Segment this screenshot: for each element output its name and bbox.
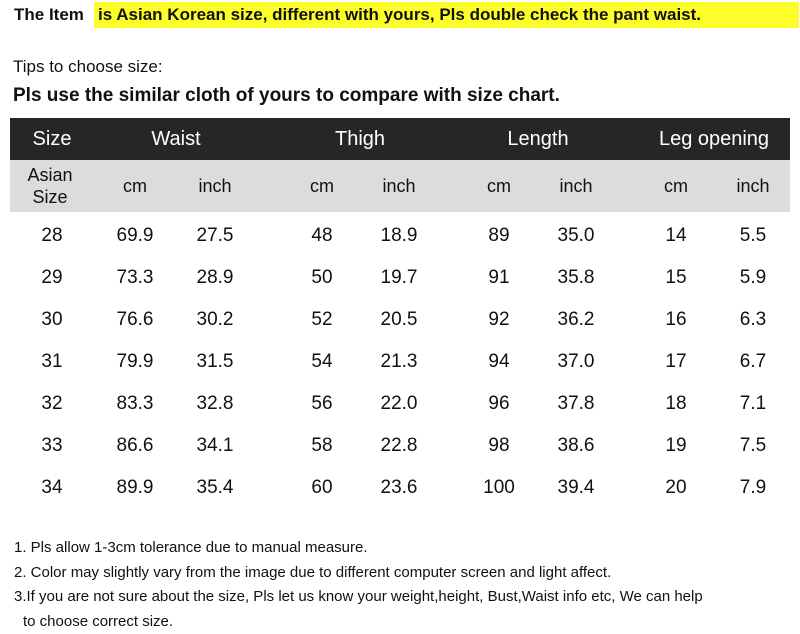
notice-highlight: is Asian Korean size, different with you…: [94, 2, 799, 28]
cell-thigh-cm: 58: [311, 425, 332, 467]
cell-thigh-inch: 18.9: [381, 215, 418, 257]
cell-thigh-inch: 20.5: [381, 299, 418, 341]
cell-waist-inch: 35.4: [197, 467, 234, 509]
cell-waist-cm: 83.3: [117, 383, 154, 425]
cell-waist-inch: 27.5: [197, 215, 234, 257]
note-2: 2. Color may slightly vary from the imag…: [14, 561, 703, 586]
table-row: 29 73.3 28.9 50 19.7 91 35.8 15 5.9: [10, 257, 790, 299]
cell-length-inch: 37.8: [558, 383, 595, 425]
cell-waist-inch: 28.9: [197, 257, 234, 299]
cell-leg-opening-cm: 19: [665, 425, 686, 467]
header-leg-opening: Leg opening: [659, 118, 769, 160]
cell-size: 32: [41, 383, 62, 425]
cell-length-cm: 94: [488, 341, 509, 383]
cell-length-cm: 98: [488, 425, 509, 467]
cell-length-inch: 38.6: [558, 425, 595, 467]
note-3: 3.If you are not sure about the size, Pl…: [14, 585, 703, 610]
cell-waist-cm: 69.9: [117, 215, 154, 257]
table-row: 32 83.3 32.8 56 22.0 96 37.8 18 7.1: [10, 383, 790, 425]
cell-waist-inch: 30.2: [197, 299, 234, 341]
cell-leg-opening-inch: 6.3: [740, 299, 766, 341]
cell-size: 29: [41, 257, 62, 299]
cell-leg-opening-cm: 20: [665, 467, 686, 509]
cell-leg-opening-inch: 7.1: [740, 383, 766, 425]
cell-waist-cm: 79.9: [117, 341, 154, 383]
cell-thigh-cm: 52: [311, 299, 332, 341]
notes: 1. Pls allow 1-3cm tolerance due to manu…: [14, 536, 703, 634]
cell-leg-opening-inch: 5.5: [740, 215, 766, 257]
cell-thigh-inch: 19.7: [381, 257, 418, 299]
unit-label: inch: [382, 160, 415, 212]
cell-length-cm: 100: [483, 467, 515, 509]
cell-length-inch: 36.2: [558, 299, 595, 341]
cell-length-inch: 37.0: [558, 341, 595, 383]
cell-leg-opening-cm: 18: [665, 383, 686, 425]
note-3-continued: to choose correct size.: [14, 610, 703, 634]
cell-size: 28: [41, 215, 62, 257]
cell-length-inch: 35.0: [558, 215, 595, 257]
cell-thigh-inch: 22.0: [381, 383, 418, 425]
table-body: 28 69.9 27.5 48 18.9 89 35.0 14 5.5 29 73.3 28.9 50 1…: [10, 215, 790, 509]
cell-size: 33: [41, 425, 62, 467]
cell-size: 31: [41, 341, 62, 383]
cell-thigh-inch: 22.8: [381, 425, 418, 467]
notice-lead: The Item: [14, 5, 84, 25]
cell-leg-opening-inch: 7.5: [740, 425, 766, 467]
header-thigh: Thigh: [335, 118, 385, 160]
unit-label: cm: [310, 160, 334, 212]
unit-label: cm: [123, 160, 147, 212]
cell-thigh-cm: 56: [311, 383, 332, 425]
cell-waist-cm: 89.9: [117, 467, 154, 509]
unit-label: inch: [736, 160, 769, 212]
cell-waist-cm: 73.3: [117, 257, 154, 299]
cell-size: 34: [41, 467, 62, 509]
unit-label: cm: [664, 160, 688, 212]
unit-label: inch: [559, 160, 592, 212]
unit-label: cm: [487, 160, 511, 212]
cell-length-cm: 96: [488, 383, 509, 425]
note-1: 1. Pls allow 1-3cm tolerance due to manu…: [14, 536, 703, 561]
cell-size: 30: [41, 299, 62, 341]
cell-waist-inch: 34.1: [197, 425, 234, 467]
cell-thigh-cm: 48: [311, 215, 332, 257]
size-label-line1: Asian: [27, 165, 72, 185]
cell-leg-opening-cm: 16: [665, 299, 686, 341]
header-length: Length: [507, 118, 568, 160]
cell-thigh-cm: 50: [311, 257, 332, 299]
cell-waist-inch: 32.8: [197, 383, 234, 425]
cell-thigh-inch: 21.3: [381, 341, 418, 383]
table-row: 31 79.9 31.5 54 21.3 94 37.0 17 6.7: [10, 341, 790, 383]
header-waist: Waist: [151, 118, 200, 160]
cell-thigh-cm: 54: [311, 341, 332, 383]
cell-length-inch: 35.8: [558, 257, 595, 299]
cell-leg-opening-cm: 17: [665, 341, 686, 383]
cell-length-cm: 91: [488, 257, 509, 299]
table-row: 33 86.6 34.1 58 22.8 98 38.6 19 7.5: [10, 425, 790, 467]
table-row: 34 89.9 35.4 60 23.6 100 39.4 20 7.9: [10, 467, 790, 509]
header-size: Size: [33, 118, 72, 160]
size-label-line2: Size: [32, 187, 67, 207]
cell-length-cm: 92: [488, 299, 509, 341]
cell-waist-cm: 86.6: [117, 425, 154, 467]
cell-leg-opening-inch: 5.9: [740, 257, 766, 299]
tips-text: Pls use the similar cloth of yours to co…: [13, 85, 560, 107]
cell-leg-opening-cm: 15: [665, 257, 686, 299]
cell-leg-opening-inch: 6.7: [740, 341, 766, 383]
tips-label: Tips to choose size:: [13, 57, 163, 77]
table-header: Size Waist Thigh Length Leg opening: [10, 118, 790, 160]
cell-waist-cm: 76.6: [117, 299, 154, 341]
cell-length-inch: 39.4: [558, 467, 595, 509]
table-row: 30 76.6 30.2 52 20.5 92 36.2 16 6.3: [10, 299, 790, 341]
unit-label: inch: [198, 160, 231, 212]
cell-length-cm: 89: [488, 215, 509, 257]
cell-thigh-inch: 23.6: [381, 467, 418, 509]
cell-leg-opening-inch: 7.9: [740, 467, 766, 509]
cell-waist-inch: 31.5: [197, 341, 234, 383]
cell-thigh-cm: 60: [311, 467, 332, 509]
table-row: 28 69.9 27.5 48 18.9 89 35.0 14 5.5: [10, 215, 790, 257]
cell-leg-opening-cm: 14: [665, 215, 686, 257]
